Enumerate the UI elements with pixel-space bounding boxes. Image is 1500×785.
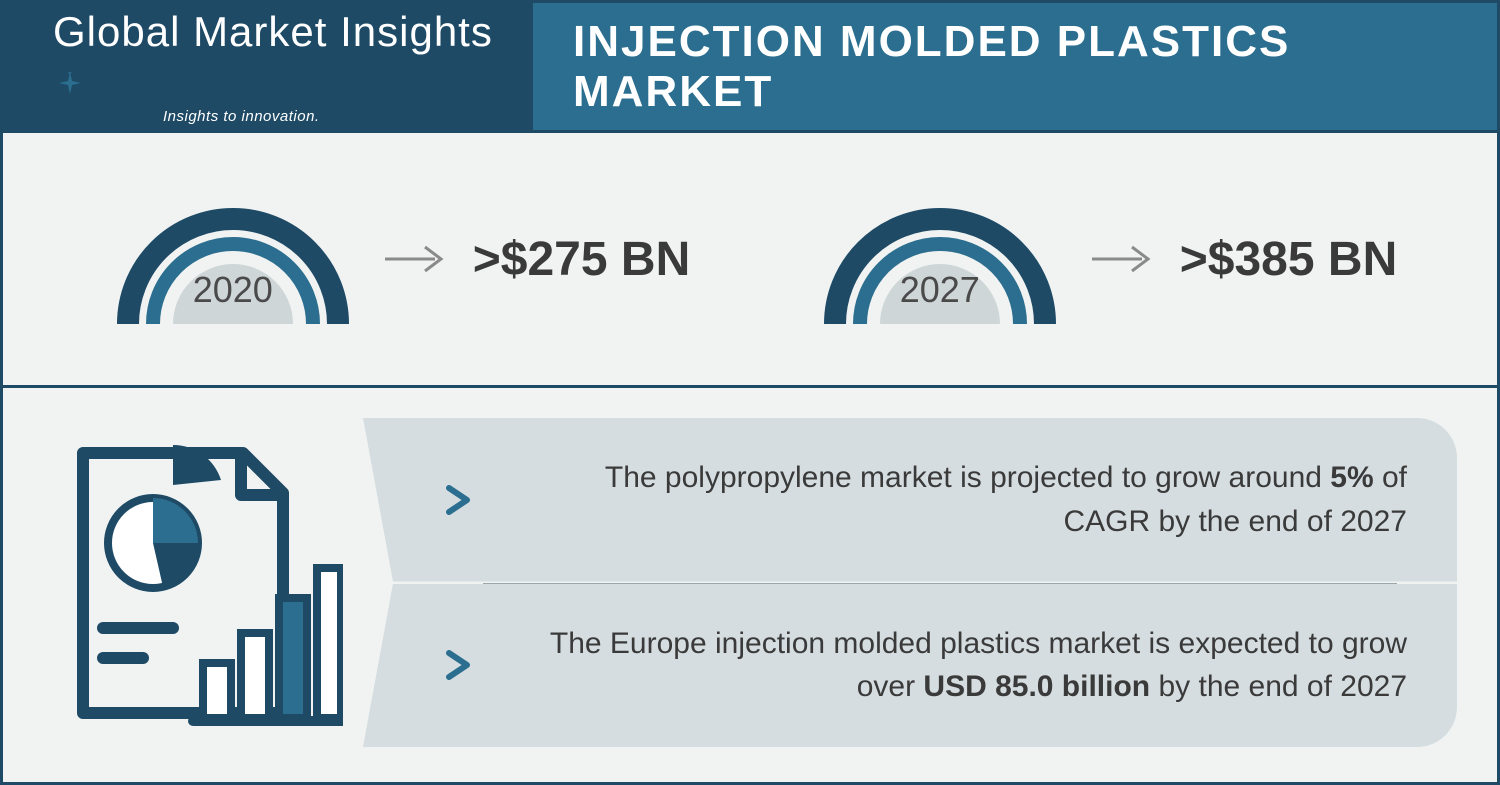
- stats-row: 2020 >$275 BN 2027 >$385 BN: [3, 133, 1497, 388]
- bullet-bold: USD 85.0 billion: [923, 670, 1150, 703]
- bullet-text-1: The polypropylene market is projected to…: [515, 456, 1407, 543]
- arrow-icon: [1090, 239, 1160, 279]
- bullet-pre: The polypropylene market is projected to…: [605, 461, 1330, 494]
- bullet-divider: [483, 583, 1397, 584]
- stat-value-2027: >$385 BN: [1180, 232, 1397, 287]
- gauge-2020: 2020: [103, 179, 363, 339]
- sparkle-icon: [59, 56, 81, 104]
- stat-block-2027: 2027 >$385 BN: [810, 179, 1397, 339]
- stat-value-2020: >$275 BN: [473, 232, 690, 287]
- body-row: The polypropylene market is projected to…: [3, 388, 1497, 782]
- title-area: INJECTION MOLDED PLASTICS MARKET: [533, 3, 1497, 130]
- bullet-item-1: The polypropylene market is projected to…: [363, 418, 1457, 582]
- gauge-year-label: 2027: [900, 269, 980, 311]
- stat-block-2020: 2020 >$275 BN: [103, 179, 690, 339]
- infographic-container: Global Market Insights Insights to innov…: [0, 0, 1500, 785]
- report-chart-icon: [63, 433, 343, 733]
- gauge-2027: 2027: [810, 179, 1070, 339]
- arrow-icon: [383, 239, 453, 279]
- logo-main: Global Market Insights: [53, 8, 493, 55]
- logo-area: Global Market Insights Insights to innov…: [3, 3, 533, 130]
- page-title: INJECTION MOLDED PLASTICS MARKET: [573, 17, 1497, 117]
- logo-text: Global Market Insights: [53, 8, 533, 104]
- bullets-panel: The polypropylene market is projected to…: [363, 418, 1457, 747]
- bullet-item-2: The Europe injection molded plastics mar…: [363, 584, 1457, 748]
- chart-icon-panel: [43, 418, 363, 747]
- bullet-bold: 5%: [1330, 461, 1373, 494]
- logo-tagline: Insights to innovation.: [163, 108, 533, 125]
- chevron-icon: [443, 649, 475, 681]
- bullet-text-2: The Europe injection molded plastics mar…: [515, 622, 1407, 709]
- header: Global Market Insights Insights to innov…: [3, 3, 1497, 133]
- bullet-post: by the end of 2027: [1150, 670, 1407, 703]
- gauge-year-label: 2020: [193, 269, 273, 311]
- chevron-icon: [443, 484, 475, 516]
